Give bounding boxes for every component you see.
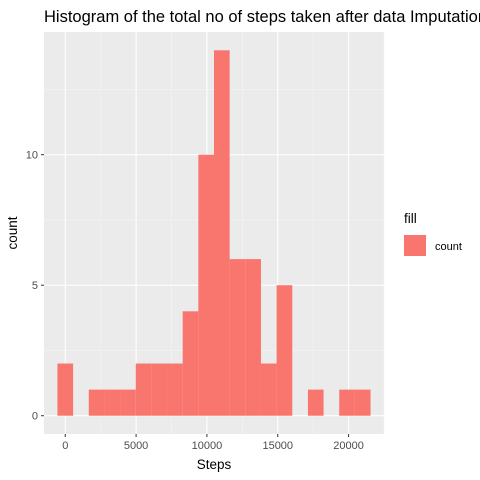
y-tick-label: 0 [32, 411, 38, 423]
histogram-bar [57, 363, 74, 416]
histogram-bar [214, 50, 230, 416]
histogram-bar [354, 389, 371, 416]
histogram-bar [88, 389, 105, 416]
histogram-bar [167, 363, 183, 416]
x-tick-label: 10000 [192, 440, 223, 452]
x-tick-label: 15000 [262, 440, 293, 452]
histogram-bar [339, 389, 355, 416]
legend-title: fill [404, 211, 417, 226]
histogram-bar [276, 285, 293, 416]
legend: fill count [404, 211, 462, 256]
y-tick-label: 5 [32, 280, 38, 292]
histogram-bar [198, 154, 214, 416]
y-axis-ticks: 0 5 10 [26, 150, 44, 423]
histogram-bar [135, 363, 152, 416]
x-tick-label: 5000 [124, 440, 148, 452]
x-axis-ticks: 0 5000 10000 15000 20000 [62, 434, 364, 452]
histogram-bar [104, 389, 121, 416]
y-axis-title: count [5, 216, 20, 249]
histogram-bars [57, 50, 371, 416]
histogram-bar [151, 363, 168, 416]
histogram-bar [307, 389, 324, 416]
y-tick-label: 10 [26, 150, 38, 162]
chart-title: Histogram of the total no of steps taken… [44, 8, 480, 26]
histogram-bar [260, 363, 277, 416]
x-tick-label: 0 [62, 440, 68, 452]
legend-label-count: count [435, 241, 462, 253]
legend-key-count [404, 235, 426, 256]
histogram-bar [229, 259, 246, 416]
histogram-bar [245, 259, 261, 416]
x-tick-label: 20000 [333, 440, 364, 452]
x-axis-title: Steps [197, 457, 232, 472]
histogram-bar [120, 389, 136, 416]
histogram-bar [182, 311, 199, 416]
